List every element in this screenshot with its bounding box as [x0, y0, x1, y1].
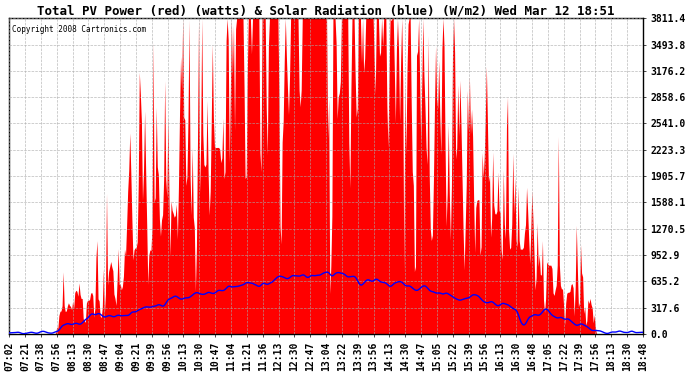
- Title: Total PV Power (red) (watts) & Solar Radiation (blue) (W/m2) Wed Mar 12 18:51: Total PV Power (red) (watts) & Solar Rad…: [37, 4, 615, 17]
- Text: Copyright 2008 Cartronics.com: Copyright 2008 Cartronics.com: [12, 25, 146, 34]
